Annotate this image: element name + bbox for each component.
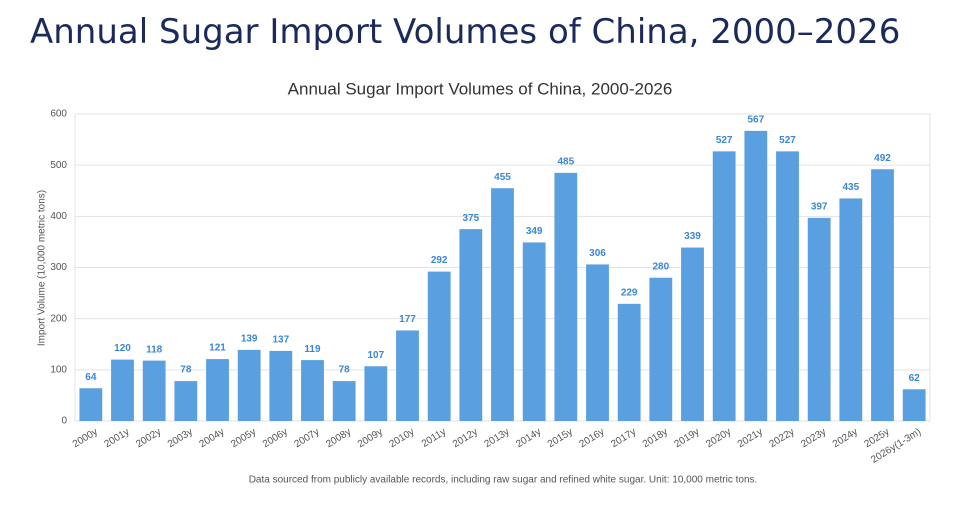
bar [649, 277, 673, 421]
bar [617, 303, 641, 421]
bar [459, 229, 483, 421]
value-label: 121 [209, 343, 226, 354]
value-label: 78 [180, 365, 192, 376]
value-label: 527 [779, 135, 796, 146]
x-tick-label: 2016y [578, 426, 607, 450]
bar [744, 130, 768, 421]
y-tick-label: 400 [50, 211, 67, 222]
x-tick-label: 2023y [799, 426, 828, 450]
y-tick-label: 600 [50, 109, 67, 120]
x-tick-label: 2009y [356, 426, 385, 450]
x-tick-label: 2011y [420, 426, 448, 449]
x-tick-label: 2024y [831, 426, 860, 450]
bar [301, 360, 324, 421]
value-label: 118 [146, 344, 163, 355]
y-tick-label: 300 [50, 262, 67, 273]
value-label: 349 [526, 226, 543, 237]
value-label: 137 [272, 335, 289, 346]
bar [712, 151, 736, 421]
bar [364, 366, 388, 421]
x-tick-label: 2002y [134, 426, 163, 450]
x-tick-label: 2015y [546, 426, 575, 450]
y-tick-label: 500 [50, 160, 67, 171]
bar [554, 172, 578, 421]
value-label: 119 [304, 344, 321, 355]
x-tick-label: 2019y [673, 426, 702, 450]
x-tick-label: 2020y [704, 426, 733, 450]
x-tick-label: 2010y [388, 426, 417, 450]
y-tick-label: 100 [50, 364, 67, 375]
x-tick-label: 2012y [451, 426, 480, 450]
y-tick-label: 0 [61, 416, 67, 427]
value-label: 64 [85, 372, 97, 383]
bar [79, 388, 103, 421]
bar [142, 360, 166, 421]
x-tick-label: 2001y [103, 426, 132, 450]
value-label: 292 [431, 255, 448, 266]
bar [427, 271, 451, 421]
value-label: 485 [557, 156, 574, 167]
value-label: 455 [494, 172, 511, 183]
x-tick-label: 2005y [229, 426, 258, 450]
x-tick-label: 2017y [609, 426, 638, 450]
bar [491, 188, 514, 421]
bar [111, 359, 134, 421]
bar [839, 198, 863, 421]
y-axis-label: Import Volume (10,000 metric tons) [37, 190, 48, 346]
footnote: Data sourced from publicly available rec… [249, 475, 758, 486]
value-label: 397 [811, 202, 828, 213]
bar [269, 350, 293, 421]
bar [807, 217, 831, 421]
bar [522, 242, 546, 421]
page-title: Annual Sugar Import Volumes of China, 20… [30, 12, 901, 52]
bar [174, 381, 198, 421]
bar [237, 349, 261, 421]
value-label: 177 [399, 314, 416, 325]
value-label: 280 [652, 261, 669, 272]
value-label: 139 [241, 334, 258, 345]
bar [776, 151, 799, 421]
x-tick-label: 2021y [736, 426, 765, 450]
bar [332, 381, 356, 421]
value-label: 339 [684, 231, 701, 242]
bar [681, 247, 704, 421]
value-label: 120 [114, 343, 131, 354]
x-tick-label: 2022y [768, 426, 797, 450]
x-tick-label: 2013y [483, 426, 512, 450]
x-tick-label: 2008y [324, 426, 353, 450]
value-label: 375 [462, 213, 479, 224]
value-label: 229 [621, 287, 638, 298]
bar [206, 359, 229, 421]
x-tick-label: 2004y [198, 426, 227, 450]
bar [871, 169, 894, 421]
value-label: 78 [339, 365, 351, 376]
value-label: 567 [747, 115, 764, 126]
bar [396, 330, 419, 421]
x-tick-label: 2003y [166, 426, 195, 450]
value-label: 306 [589, 248, 606, 259]
value-label: 62 [909, 373, 921, 384]
x-tick-label: 2006y [261, 426, 290, 450]
y-tick-label: 200 [50, 313, 67, 324]
value-label: 492 [874, 153, 891, 164]
chart-title: Annual Sugar Import Volumes of China, 20… [288, 79, 673, 98]
bar [902, 389, 926, 421]
x-tick-label: 2018y [641, 426, 670, 450]
x-tick-label: 2007y [293, 426, 322, 450]
value-label: 107 [367, 350, 384, 361]
x-tick-label: 2000y [71, 426, 100, 450]
value-label: 435 [842, 182, 859, 193]
x-tick-label: 2014y [514, 426, 543, 450]
bar [586, 264, 609, 421]
value-label: 527 [716, 135, 733, 146]
